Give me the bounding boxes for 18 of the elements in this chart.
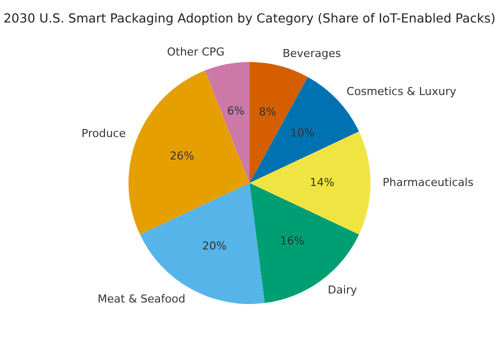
chart-title: 2030 U.S. Smart Packaging Adoption by Category (Share of IoT-Enabled Packs)	[3, 10, 496, 26]
data-label: 20%	[202, 240, 227, 253]
slice-label: Pharmaceuticals	[382, 176, 474, 189]
data-label: 16%	[280, 234, 304, 248]
data-label: 14%	[310, 176, 334, 189]
slice-label: Cosmetics & Luxury	[346, 84, 457, 98]
pie-slice	[204, 62, 250, 183]
pie-slice	[140, 183, 265, 304]
slice-label: Produce	[82, 127, 126, 140]
slice-label: Other CPG	[166, 45, 225, 58]
slice-label: Beverages	[282, 47, 342, 60]
data-label: 10%	[290, 126, 315, 140]
data-label: 26%	[170, 149, 194, 162]
slice-label: Meat & Seafood	[98, 292, 186, 306]
data-label: 8%	[258, 106, 276, 119]
data-label: 6%	[227, 104, 245, 118]
slice-label: Dairy	[328, 284, 358, 297]
pie-slice	[128, 70, 250, 235]
